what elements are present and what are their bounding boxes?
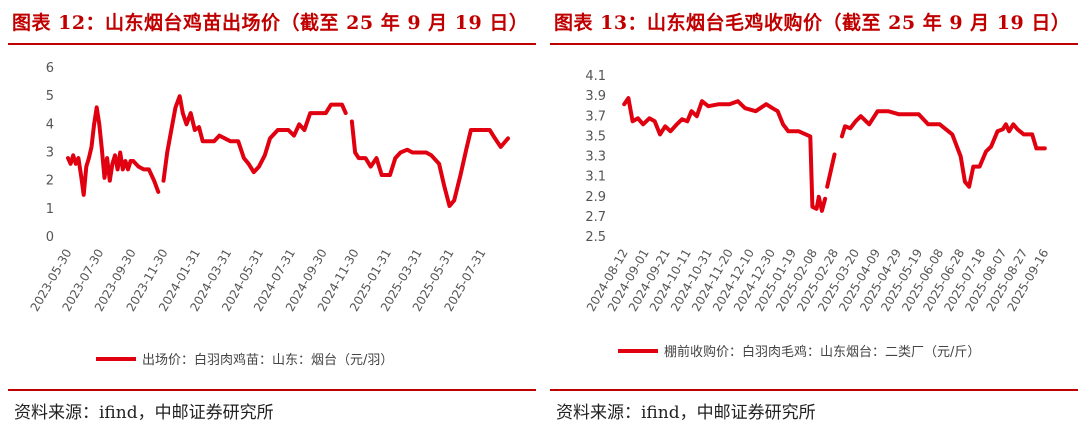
series-line xyxy=(66,105,161,197)
y-tick-label: 6 xyxy=(46,61,54,76)
legend-label: 出场价：白羽肉鸡苗：山东：烟台（元/羽） xyxy=(142,352,393,368)
y-tick-label: 3.7 xyxy=(585,109,606,124)
y-tick-label: 2.9 xyxy=(585,190,606,205)
y-tick-label: 3 xyxy=(46,146,54,161)
source-note: 资料来源：ifind，中邮证券研究所 xyxy=(556,403,816,423)
source-divider xyxy=(550,389,1078,391)
chart-title: 图表 12：山东烟台鸡苗出场价（截至 25 年 9 月 19 日） xyxy=(12,12,529,34)
source-note: 资料来源：ifind，中邮证券研究所 xyxy=(14,403,274,423)
title-divider xyxy=(550,43,1078,45)
y-tick-label: 4 xyxy=(46,117,54,132)
y-tick-label: 2 xyxy=(46,174,54,189)
chart-panel-chicken-seedling: 图表 12：山东烟台鸡苗出场价（截至 25 年 9 月 19 日） 0 1 2 3 4 5… xyxy=(8,0,538,439)
chart-seedling-price: 01234562023-05-302023-07-302023-09-30202… xyxy=(28,61,510,368)
series-line xyxy=(161,94,348,183)
legend-label: 棚前收购价：白羽肉毛鸡：山东烟台：二类厂（元/斤） xyxy=(664,344,980,360)
y-tick-label: 2.5 xyxy=(585,230,606,245)
y-tick-label: 3.3 xyxy=(585,150,606,165)
y-tick-label: 5 xyxy=(46,89,54,104)
chart-panel-broiler-purchase: 图表 13：山东烟台毛鸡收购价（截至 25 年 9 月 19 日） 2.5 2.7… xyxy=(550,0,1080,439)
y-tick-label: 2.7 xyxy=(585,210,606,225)
series-line xyxy=(839,109,1047,189)
y-tick-label: 3.9 xyxy=(585,89,606,104)
chart-title: 图表 13：山东烟台毛鸡收购价（截至 25 年 9 月 19 日） xyxy=(554,12,1071,34)
y-tick-label: 0 xyxy=(46,230,54,245)
y-tick-label: 3.1 xyxy=(585,170,606,185)
series-line xyxy=(622,96,828,213)
y-tick-label: 4.1 xyxy=(585,69,606,84)
title-divider xyxy=(8,43,536,45)
y-tick-label: 1 xyxy=(46,202,54,217)
y-tick-label: 3.5 xyxy=(585,129,606,144)
series-line xyxy=(825,152,837,189)
source-divider xyxy=(8,389,536,391)
series-line xyxy=(349,119,510,208)
chart-broiler-price: 2.52.72.93.13.33.53.73.94.12024-08-12202… xyxy=(584,69,1052,360)
